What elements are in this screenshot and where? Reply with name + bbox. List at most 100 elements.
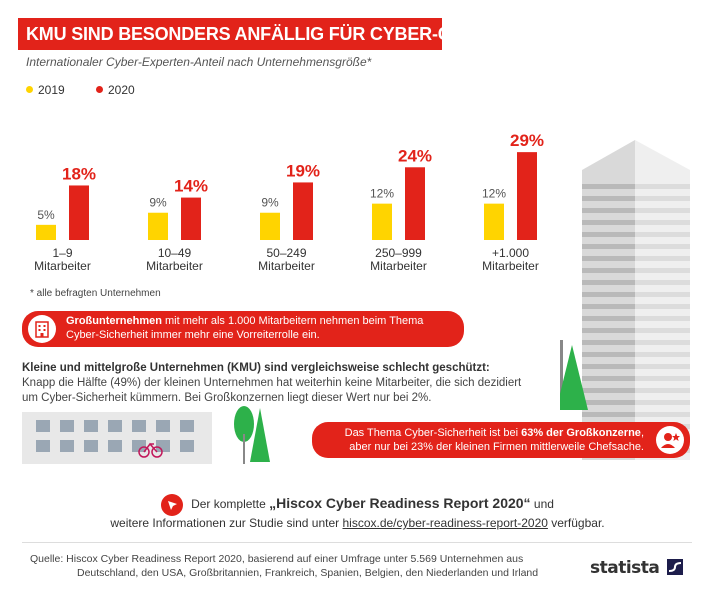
data-label-2020-2: 19% [286,161,320,180]
office-window [60,420,74,432]
bar-2019-0 [36,224,56,240]
legend-label-2020: 2020 [108,83,135,97]
legend-label-2019: 2019 [38,83,65,97]
floor-stripe [582,220,635,225]
floor-stripe [582,304,635,309]
bike-wheel [151,446,163,458]
office-window [108,420,122,432]
office-window [36,440,50,452]
tree-icon [560,345,588,410]
report-pre: Der komplette [191,497,270,512]
bar-2020-4 [517,152,537,240]
legend-swatch-2019 [26,86,33,93]
bar-2020-2 [293,182,313,240]
bar-2019-1 [148,212,168,240]
pointer-icon [161,494,184,516]
office-window [156,440,170,452]
floor-stripe [635,340,690,345]
floor-stripe [582,388,635,393]
category-label-3-1: Mitarbeiter [370,259,427,273]
banner-large-companies: Großunternehmen mit mehr als 1.000 Mitar… [22,311,464,347]
banner2-line2: aber nur bei 23% der kleinen Firmen mitt… [349,441,644,453]
report-title: „Hiscox Cyber Readiness Report 2020“ [269,495,531,512]
statista-logo: statista [590,558,683,578]
floor-stripe [582,364,635,369]
data-label-2020-4: 29% [510,131,544,150]
floor-stripe [582,340,635,345]
office-window [60,440,74,452]
tree-trunk [560,340,563,410]
floor-stripe [635,184,690,189]
floor-stripe [635,316,690,321]
floor-stripe [635,328,690,333]
title-bar: KMU SIND BESONDERS ANFÄLLIG FÜR CYBER-GE… [18,18,442,50]
legend-item-2020: 2020 [96,83,135,97]
office-window [180,440,194,452]
bar-chart: 5%18%1–9Mitarbeiter9%14%10–49Mitarbeiter… [34,131,544,273]
tree-icon [234,406,254,442]
footnote: * alle befragten Unternehmen [30,288,161,299]
bike-wheel [138,446,150,458]
legend-swatch-2020 [96,86,103,93]
floor-stripe [582,292,635,297]
floor-stripe [582,400,635,405]
subtitle: Internationaler Cyber-Experten-Anteil na… [26,55,372,69]
floor-stripe [582,184,635,189]
data-label-2020-1: 14% [174,177,208,196]
banner2-post: , [640,427,644,439]
category-label-4-0: +1.000 [492,246,529,260]
floor-stripe [635,196,690,201]
divider [22,542,692,543]
kmu-text: Knapp die Hälfte (49%) der kleinen Unter… [22,377,522,404]
category-label-2-1: Mitarbeiter [258,259,315,273]
category-label-1-0: 10–49 [158,246,192,260]
report-line2: weitere Informationen zur Studie sind un… [0,516,715,530]
category-label-3-0: 250–999 [375,246,422,260]
bike-icon [143,442,158,453]
category-label-4-1: Mitarbeiter [482,259,539,273]
data-label-2019-3: 12% [370,187,394,201]
bar-2020-0 [69,185,89,240]
banner2-pre: Das Thema Cyber-Sicherheit ist bei [344,427,522,439]
kmu-heading: Kleine und mittelgroße Unternehmen (KMU)… [22,362,490,374]
floor-stripe [582,256,635,261]
category-label-1-1: Mitarbeiter [146,259,203,273]
building-icon [28,315,56,343]
category-label-0-0: 1–9 [52,246,72,260]
data-label-2020-3: 24% [398,146,432,165]
floor-stripe [635,400,690,405]
legend-item-2019: 2019 [26,83,65,97]
floor-stripe [635,364,690,369]
office-window [180,420,194,432]
office-window [132,440,146,452]
source-line2: Deutschland, den USA, Großbritannien, Fr… [77,567,539,579]
floor-stripe [635,292,690,297]
report-link[interactable]: hiscox.de/cyber-readiness-report-2020 [342,516,548,530]
source-note: Quelle: Hiscox Cyber Readiness Report 20… [30,552,550,580]
statista-logo-icon [666,559,683,575]
office-window [84,420,98,432]
office-window [108,440,122,452]
floor-stripe [635,232,690,237]
office-illustration [22,406,270,464]
banner-chefsache: Das Thema Cyber-Sicherheit ist bei 63% d… [312,422,690,458]
bar-2019-3 [372,203,392,240]
floor-stripe [635,268,690,273]
report-line2-post: verfügbar. [547,516,605,530]
floor-stripe [582,352,635,357]
data-label-2019-2: 9% [261,196,279,210]
floor-stripe [635,304,690,309]
tree-trunk [243,434,245,464]
banner1-text: mit mehr als 1.000 Mitarbeitern nehmen b… [66,315,424,341]
tree-icon [250,408,270,462]
floor-stripe [582,196,635,201]
manager-icon [656,426,684,454]
data-label-2020-0: 18% [62,164,96,183]
category-label-0-1: Mitarbeiter [34,259,91,273]
bar-2020-1 [181,197,201,240]
data-label-2019-1: 9% [149,196,167,210]
floor-stripe [582,376,635,381]
bar-2020-3 [405,167,425,240]
bar-2019-4 [484,203,504,240]
source-line1: Quelle: Hiscox Cyber Readiness Report 20… [30,553,524,565]
